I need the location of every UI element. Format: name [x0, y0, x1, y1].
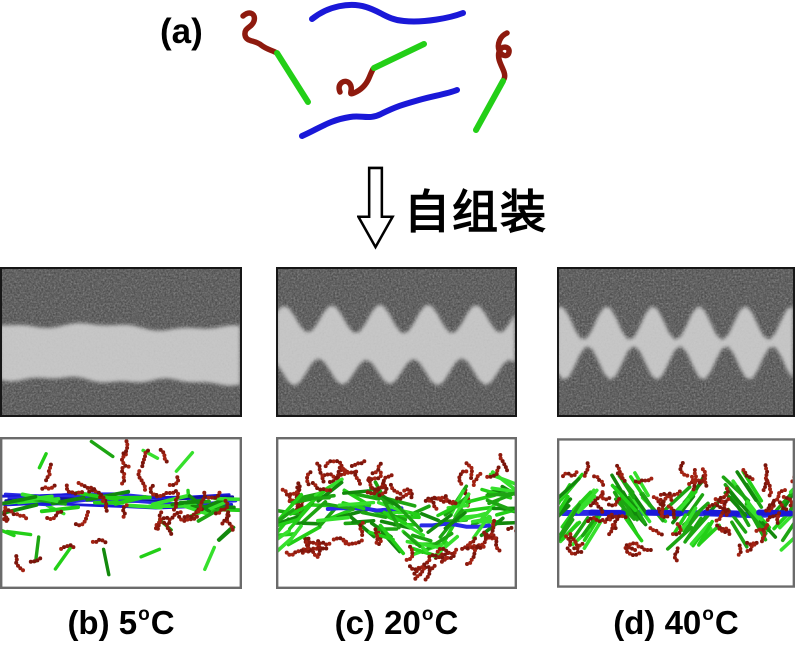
simulation-image-d: [557, 438, 795, 588]
caption-d-unit: C: [714, 604, 739, 641]
caption-d: (d) 40oC: [557, 604, 795, 648]
caption-d-degree: o: [702, 604, 714, 625]
panel-a-schematic: [240, 1, 512, 139]
caption-b: (b) 5oC: [0, 604, 242, 648]
caption-c: (c) 20oC: [276, 604, 517, 648]
simulation-image-b: [0, 437, 242, 589]
sem-image-c: [276, 267, 517, 417]
down-arrow-icon: [357, 166, 395, 250]
caption-d-text: (d) 40: [613, 604, 702, 641]
sem-image-b: [0, 267, 242, 417]
panel-a-label: (a): [160, 12, 203, 51]
simulation-image-c: [276, 437, 517, 589]
sem-image-d: [557, 267, 795, 417]
self-assembly-label: 自组装: [404, 186, 548, 238]
caption-b-degree: o: [138, 604, 150, 625]
caption-c-text: (c) 20: [334, 604, 421, 641]
caption-c-unit: C: [434, 604, 459, 641]
caption-b-text: (b) 5: [67, 604, 138, 641]
caption-c-degree: o: [421, 604, 434, 625]
caption-b-unit: C: [150, 604, 175, 641]
